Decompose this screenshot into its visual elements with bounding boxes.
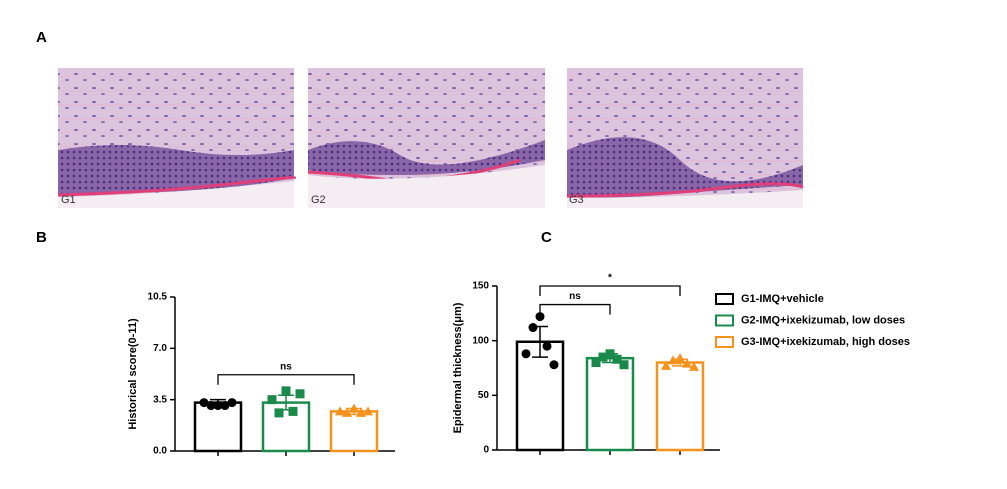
data-point: [206, 401, 216, 411]
data-point: [295, 389, 305, 399]
significance-bracket: [217, 374, 355, 385]
y-axis-title: Epidermal thickness(μm): [452, 302, 464, 433]
data-point: [675, 353, 685, 363]
significance-bracket: [539, 303, 611, 315]
bar: [515, 340, 565, 452]
panel-label: B: [36, 229, 47, 246]
data-point: [349, 403, 359, 413]
data-point: [605, 349, 615, 359]
histology-image: G2: [307, 68, 545, 208]
data-point: [612, 354, 622, 364]
data-point: [535, 312, 545, 322]
legend-swatch: [715, 314, 734, 327]
y-axis-title: Historical score(0-11): [127, 318, 139, 430]
data-point: [542, 341, 552, 351]
data-point: [227, 398, 237, 408]
data-point: [220, 401, 230, 411]
legend-swatch: [715, 293, 734, 305]
data-point: [598, 352, 608, 362]
significance-label: ns: [280, 361, 292, 372]
y-tick-label: 50: [478, 390, 490, 401]
data-point: [661, 360, 671, 370]
significance-label: ns: [569, 291, 581, 302]
histology-image: G3: [566, 68, 804, 208]
legend-label: G1-IMQ+vehicle: [741, 293, 824, 305]
panel-label: C: [541, 229, 552, 246]
data-point: [267, 395, 277, 405]
legend-label: G3-IMQ+ixekizumab, high doses: [741, 336, 910, 348]
y-tick-label: 3.5: [153, 394, 167, 405]
image-label: G1: [61, 194, 76, 206]
data-point: [689, 361, 699, 371]
bar: [655, 361, 705, 452]
legend-label: G2-IMQ+ixekizumab, low doses: [741, 314, 905, 326]
data-point: [335, 406, 345, 416]
data-point: [528, 323, 538, 333]
data-point: [274, 408, 284, 418]
y-tick-label: 0: [483, 445, 489, 456]
y-tick-label: 100: [472, 335, 489, 346]
data-point: [363, 406, 373, 416]
image-label: G2: [311, 194, 326, 206]
data-point: [288, 406, 298, 416]
data-point: [199, 398, 209, 408]
data-point: [682, 358, 692, 368]
data-point: [342, 407, 352, 417]
y-tick-label: 0.0: [153, 446, 167, 457]
data-point: [521, 349, 531, 359]
significance-label: *: [608, 273, 612, 284]
y-tick-label: 10.5: [148, 292, 168, 303]
image-label: G3: [569, 194, 584, 206]
data-point: [549, 360, 559, 370]
data-point: [213, 401, 223, 411]
y-tick-label: 7.0: [153, 343, 167, 354]
histology-image: G1: [57, 68, 296, 208]
data-point: [591, 358, 601, 368]
y-tick-label: 150: [472, 281, 489, 292]
legend-swatch: [715, 336, 734, 348]
bar: [329, 410, 379, 453]
panel-label: A: [36, 29, 47, 46]
significance-bracket: [539, 285, 681, 296]
data-point: [619, 360, 629, 370]
bar: [585, 356, 635, 452]
data-point: [281, 386, 291, 396]
